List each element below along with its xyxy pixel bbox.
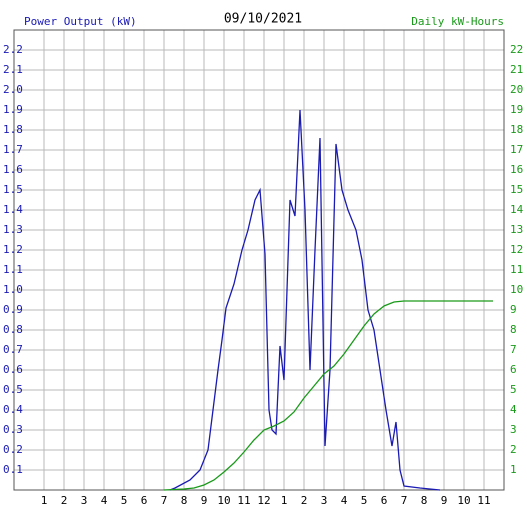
- x-tick-label: 6: [141, 494, 148, 507]
- y2-tick-label: 8: [510, 323, 517, 336]
- x-tick-label: 8: [181, 494, 188, 507]
- y-tick-label: 1.8: [3, 123, 23, 136]
- x-tick-label: 4: [341, 494, 348, 507]
- y-tick-label: 0.7: [3, 343, 23, 356]
- y-tick-label: 0.3: [3, 423, 23, 436]
- x-tick-label: 10: [217, 494, 230, 507]
- x-tick-label: 11: [477, 494, 490, 507]
- x-tick-label: 2: [301, 494, 308, 507]
- y2-tick-label: 4: [510, 403, 517, 416]
- y2-tick-label: 17: [510, 143, 523, 156]
- y-tick-label: 1.3: [3, 223, 23, 236]
- x-tick-label: 3: [321, 494, 328, 507]
- x-tick-label: 10: [457, 494, 470, 507]
- y-tick-label: 2.2: [3, 43, 23, 56]
- y2-tick-label: 10: [510, 283, 523, 296]
- x-tick-label: 11: [237, 494, 250, 507]
- y-tick-label: 0.6: [3, 363, 23, 376]
- y2-tick-label: 7: [510, 343, 517, 356]
- y-tick-label: 1.7: [3, 143, 23, 156]
- y-tick-label: 1.0: [3, 283, 23, 296]
- plot-border: [13, 29, 505, 491]
- y-tick-label: 0.4: [3, 403, 23, 416]
- y2-tick-label: 6: [510, 363, 517, 376]
- y2-tick-label: 3: [510, 423, 517, 436]
- x-tick-label: 5: [361, 494, 368, 507]
- y-tick-label: 0.2: [3, 443, 23, 456]
- y-tick-label: 1.9: [3, 103, 23, 116]
- y2-tick-label: 14: [510, 203, 524, 216]
- y-tick-label: 0.1: [3, 463, 23, 476]
- y2-tick-label: 16: [510, 163, 523, 176]
- y2-tick-label: 2: [510, 443, 517, 456]
- y2-tick-label: 15: [510, 183, 523, 196]
- y2-tick-label: 22: [510, 43, 523, 56]
- y-tick-label: 2.0: [3, 83, 23, 96]
- x-tick-label: 8: [421, 494, 428, 507]
- x-tick-label: 6: [381, 494, 388, 507]
- y-tick-label: 1.6: [3, 163, 23, 176]
- x-tick-label: 3: [81, 494, 88, 507]
- series-line: [169, 109, 441, 491]
- left-axis-title: Power Output (kW): [24, 15, 137, 28]
- x-tick-label: 1: [281, 494, 288, 507]
- y2-tick-label: 5: [510, 383, 517, 396]
- y-tick-label: 1.1: [3, 263, 23, 276]
- x-tick-label: 1: [41, 494, 48, 507]
- y-tick-label: 0.5: [3, 383, 23, 396]
- x-tick-label: 9: [201, 494, 208, 507]
- y-tick-label: 1.2: [3, 243, 23, 256]
- x-tick-label: 9: [441, 494, 448, 507]
- y2-tick-label: 18: [510, 123, 523, 136]
- series-line: [163, 300, 493, 491]
- y2-tick-label: 1: [510, 463, 517, 476]
- y2-tick-label: 11: [510, 263, 523, 276]
- x-tick-label: 7: [161, 494, 168, 507]
- y-tick-label: 1.5: [3, 183, 23, 196]
- y-tick-label: 0.8: [3, 323, 23, 336]
- y2-tick-label: 20: [510, 83, 523, 96]
- y-tick-label: 0.9: [3, 303, 23, 316]
- y2-tick-label: 13: [510, 223, 523, 236]
- y2-tick-label: 21: [510, 63, 523, 76]
- y2-tick-label: 12: [510, 243, 523, 256]
- y2-tick-label: 19: [510, 103, 523, 116]
- x-tick-label: 2: [61, 494, 68, 507]
- x-tick-label: 5: [121, 494, 128, 507]
- y-tick-label: 1.4: [3, 203, 23, 216]
- chart-title: 09/10/2021: [224, 12, 302, 27]
- x-tick-label: 4: [101, 494, 108, 507]
- y-tick-label: 2.1: [3, 63, 23, 76]
- right-axis-title: Daily kW-Hours: [411, 15, 504, 28]
- x-tick-label: 7: [401, 494, 408, 507]
- y2-tick-label: 9: [510, 303, 517, 316]
- x-tick-label: 12: [257, 494, 270, 507]
